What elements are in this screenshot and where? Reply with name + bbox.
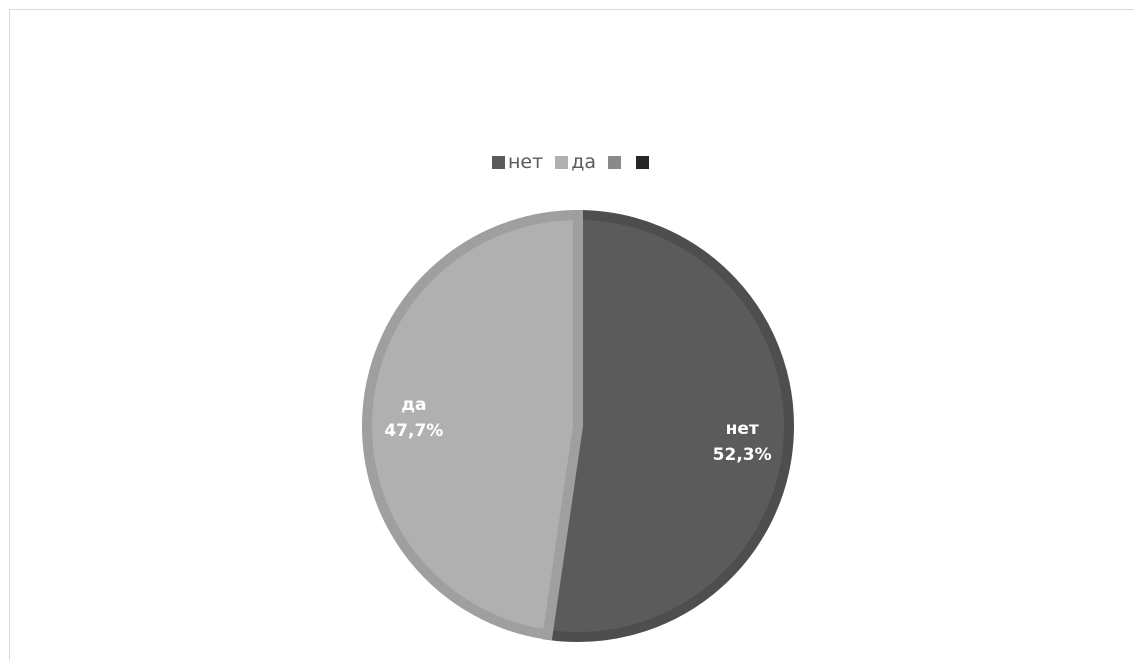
legend-label: да — [571, 151, 596, 173]
pie-label-category: нет — [726, 419, 759, 439]
legend-label: нет — [508, 151, 544, 173]
pie-data-label-1: да 47,7% — [384, 395, 443, 441]
chart-legend: нет да — [492, 150, 658, 174]
legend-swatch — [492, 155, 505, 169]
legend-swatch — [555, 155, 569, 169]
pie-label-value: 52,3% — [713, 445, 772, 465]
legend-item-3 — [635, 155, 652, 169]
pie-slice-1 — [362, 209, 583, 641]
pie-label-category: да — [401, 395, 426, 415]
pie-label-value: 47,7% — [384, 421, 443, 441]
pie-data-label-0: нет 52,3% — [713, 419, 772, 465]
legend-swatch — [607, 155, 621, 169]
legend-item-0: нет — [492, 150, 543, 174]
legend-swatch — [635, 155, 649, 169]
legend-item-2 — [607, 155, 624, 169]
pie-slice-0 — [541, 209, 794, 642]
legend-item-1: да — [555, 150, 596, 174]
